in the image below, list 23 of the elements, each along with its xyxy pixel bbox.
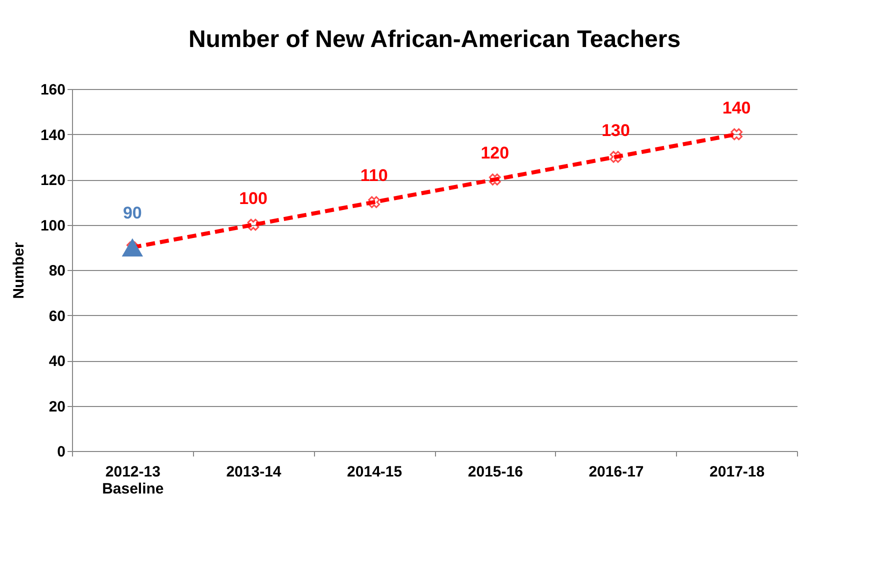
y-tick-label: 40 — [48, 353, 66, 370]
y-tick-label: 60 — [48, 308, 66, 325]
data-label: 120 — [480, 144, 510, 162]
x-tick-label: 2013-14 — [226, 464, 282, 480]
x-tick-label: 2014-15 — [347, 464, 402, 480]
y-tick-label: 140 — [40, 126, 66, 144]
chart-title: Number of New African-American Teachers — [188, 26, 681, 53]
y-tick-label: 120 — [40, 172, 66, 189]
data-label: 140 — [722, 98, 751, 118]
y-axis-title: Number — [10, 242, 28, 299]
y-tick-label: 20 — [48, 398, 66, 416]
x-tick-label: 2016-17 — [588, 464, 644, 480]
data-label: 130 — [602, 120, 630, 140]
x-tick-label: 2012-13 Baseline — [102, 464, 164, 498]
data-label: 110 — [360, 166, 388, 186]
y-tick-label: 100 — [40, 217, 66, 234]
data-label: 90 — [122, 203, 142, 222]
x-tick-label: 2015-16 — [468, 464, 523, 480]
y-tick-label: 0 — [57, 444, 66, 460]
y-tick-label: 160 — [40, 82, 66, 98]
data-label: 100 — [239, 188, 268, 208]
y-tick-label: 80 — [48, 262, 66, 280]
x-tick-label: 2017-18 — [710, 464, 765, 480]
